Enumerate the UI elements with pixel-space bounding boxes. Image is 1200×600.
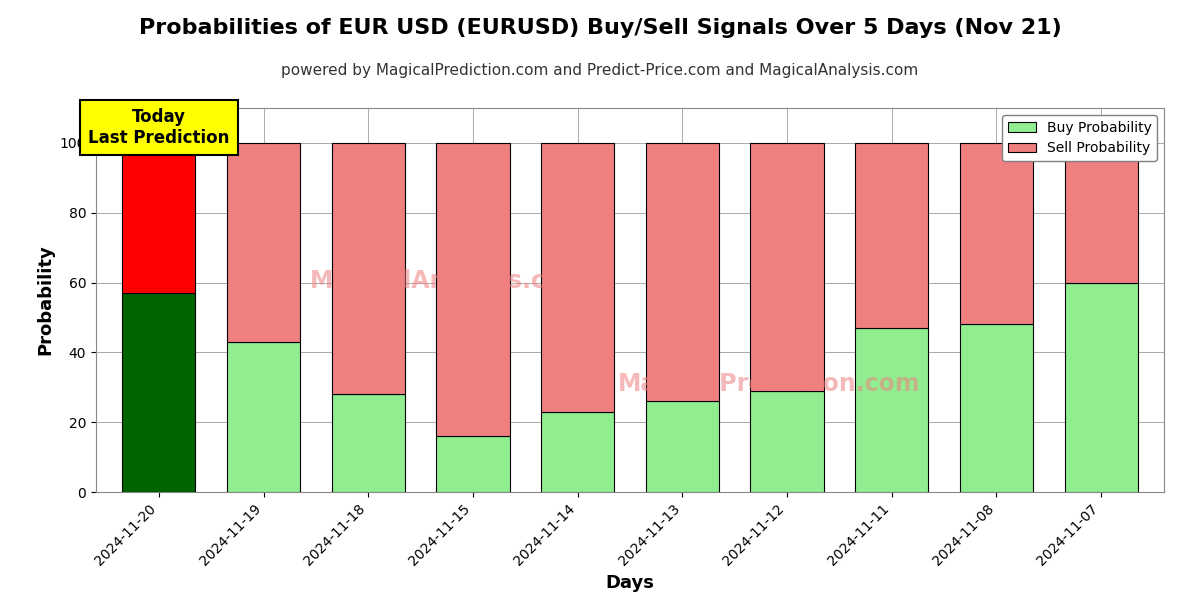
Bar xyxy=(1064,143,1138,283)
Bar xyxy=(227,143,300,342)
Bar xyxy=(960,325,1033,492)
Text: Probabilities of EUR USD (EURUSD) Buy/Sell Signals Over 5 Days (Nov 21): Probabilities of EUR USD (EURUSD) Buy/Se… xyxy=(139,18,1061,38)
Bar xyxy=(331,394,404,492)
Bar xyxy=(541,143,614,412)
Bar xyxy=(646,143,719,401)
Bar xyxy=(856,143,929,328)
Bar xyxy=(960,143,1033,325)
Bar xyxy=(122,143,196,293)
Text: powered by MagicalPrediction.com and Predict-Price.com and MagicalAnalysis.com: powered by MagicalPrediction.com and Pre… xyxy=(281,63,919,78)
Bar xyxy=(227,342,300,492)
Bar xyxy=(750,391,823,492)
Bar xyxy=(750,143,823,391)
Bar xyxy=(1064,283,1138,492)
Text: MagicalAnalysis.com: MagicalAnalysis.com xyxy=(310,269,587,293)
Bar xyxy=(541,412,614,492)
Bar xyxy=(646,401,719,492)
Text: MagicalPrediction.com: MagicalPrediction.com xyxy=(618,373,920,397)
Bar xyxy=(122,293,196,492)
Text: Today
Last Prediction: Today Last Prediction xyxy=(88,108,229,147)
Bar xyxy=(437,143,510,436)
Y-axis label: Probability: Probability xyxy=(36,245,54,355)
Legend: Buy Probability, Sell Probability: Buy Probability, Sell Probability xyxy=(1002,115,1157,161)
Bar xyxy=(856,328,929,492)
X-axis label: Days: Days xyxy=(606,574,654,592)
Bar xyxy=(331,143,404,394)
Bar xyxy=(437,436,510,492)
